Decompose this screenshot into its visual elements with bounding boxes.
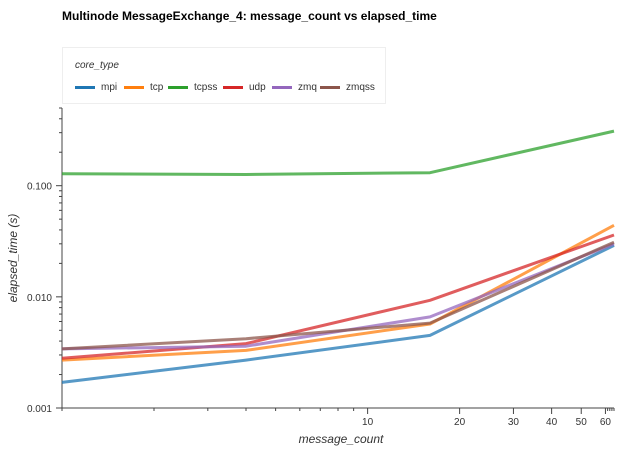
x-tick-label: 30	[508, 417, 520, 428]
x-tick-label: 60	[600, 417, 612, 428]
legend-label: zmqss	[346, 81, 375, 93]
legend-label: tcp	[150, 81, 164, 93]
legend-swatch	[320, 85, 340, 89]
y-tick-label: 0.100	[27, 182, 52, 193]
legend-swatch	[168, 85, 188, 89]
x-tick-label: 20	[454, 417, 466, 428]
legend-item-tcpss[interactable]: tcpss	[168, 81, 217, 93]
series-line-tcp	[61, 223, 615, 362]
y-tick-label: 0.010	[27, 293, 52, 304]
legend-swatch	[75, 85, 95, 89]
axes: 10 20 30 40 50 60 0.001 0.010 0.100	[27, 107, 615, 428]
legend-item-udp[interactable]: udp	[223, 81, 266, 93]
legend-label: zmq	[298, 81, 317, 93]
legend-label: udp	[249, 81, 266, 93]
legend-title: core_type	[75, 60, 119, 71]
x-tick-label: 10	[362, 417, 374, 428]
series-line-zmq	[61, 242, 615, 351]
legend-swatch	[223, 85, 243, 89]
x-axis-title: message_count	[299, 432, 384, 446]
legend-label: tcpss	[194, 81, 218, 93]
legend-swatch	[272, 85, 292, 89]
legend: core_type mpi tcp tcpss udp zmq zmqss	[62, 47, 386, 104]
x-tick-label: 50	[576, 417, 588, 428]
y-tick-label: 0.001	[27, 404, 52, 415]
series-line-udp	[61, 233, 615, 360]
series-line-tcpss	[61, 129, 615, 176]
chart-title: Multinode MessageExchange_4: message_cou…	[62, 9, 437, 23]
legend-item-tcp[interactable]: tcp	[124, 81, 163, 93]
y-axis-title: elapsed_time (s)	[6, 214, 20, 303]
legend-item-zmqss[interactable]: zmqss	[320, 81, 375, 93]
series-lines	[61, 129, 615, 384]
series-line-mpi	[61, 244, 615, 384]
series-line-zmqss	[61, 240, 615, 351]
legend-swatch	[124, 85, 144, 89]
legend-label: mpi	[101, 81, 118, 93]
x-tick-label: 40	[546, 417, 558, 428]
legend-item-mpi[interactable]: mpi	[75, 81, 117, 93]
legend-item-zmq[interactable]: zmq	[272, 81, 317, 93]
